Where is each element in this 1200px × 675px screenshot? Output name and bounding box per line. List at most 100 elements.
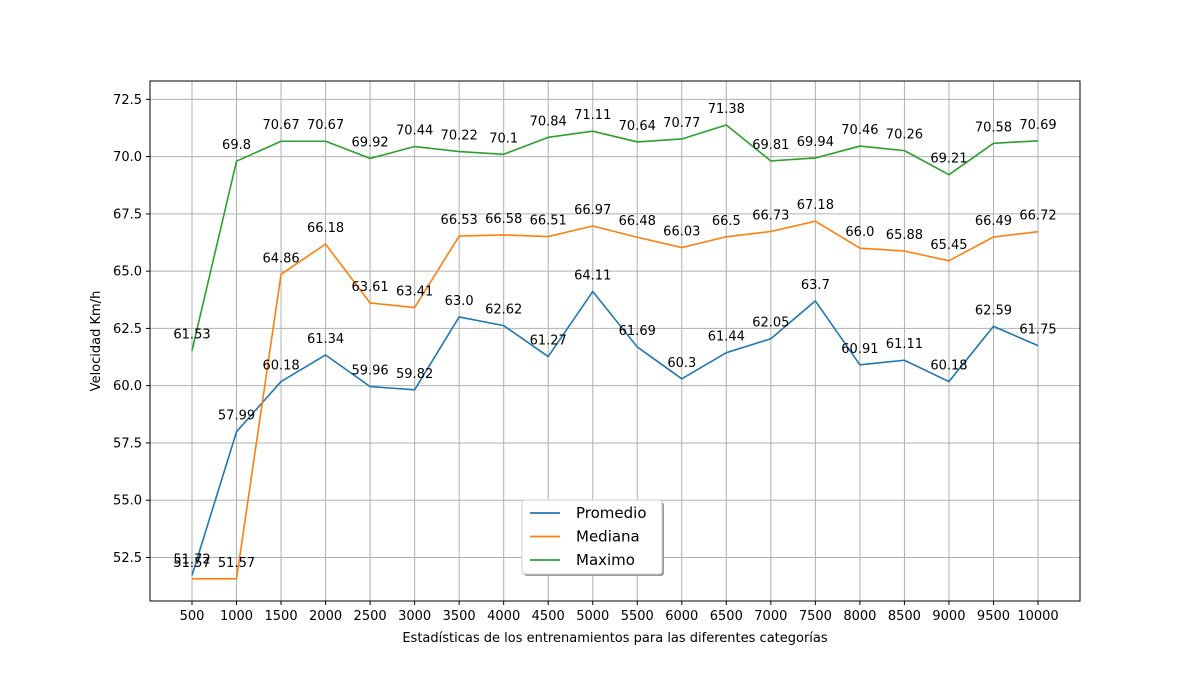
data-label-mediana: 66.5 [712, 214, 741, 229]
data-label-promedio: 51.72 [173, 552, 210, 567]
x-tick-label: 1000 [220, 609, 253, 624]
data-label-promedio: 63.7 [801, 278, 830, 293]
x-tick-label: 500 [180, 609, 205, 624]
data-label-maximo: 70.44 [396, 124, 433, 139]
data-label-promedio: 57.99 [218, 409, 255, 424]
data-label-promedio: 64.11 [574, 269, 611, 284]
y-tick-label: 70.0 [113, 150, 142, 165]
data-label-maximo: 70.46 [841, 123, 878, 138]
x-tick-label: 9500 [977, 609, 1010, 624]
legend: Promedio Mediana Maximo [521, 499, 664, 576]
data-label-promedio: 60.3 [667, 356, 696, 371]
x-axis-ticks: 500 1000 1500 2000 2500 3000 3500 4000 4500 5000 5… [180, 601, 1059, 624]
data-label-mediana: 63.61 [351, 280, 388, 295]
x-tick-label: 6500 [710, 609, 743, 624]
data-label-promedio: 59.96 [351, 364, 388, 379]
y-tick-label: 65.0 [113, 265, 142, 280]
data-label-promedio: 60.18 [262, 359, 299, 374]
data-label-maximo: 70.64 [619, 119, 656, 134]
legend-box [521, 499, 663, 575]
data-label-maximo: 70.67 [307, 118, 344, 133]
data-label-promedio: 61.34 [307, 332, 344, 347]
data-label-maximo: 70.67 [262, 118, 299, 133]
x-tick-label: 8000 [843, 609, 876, 624]
data-label-maximo: 70.77 [663, 116, 700, 131]
data-label-maximo: 70.22 [441, 129, 478, 144]
x-tick-label: 2500 [354, 609, 387, 624]
x-tick-label: 3000 [398, 609, 431, 624]
x-tick-label: 7000 [754, 609, 787, 624]
data-label-mediana: 66.49 [975, 214, 1012, 229]
data-label-promedio: 61.11 [886, 337, 923, 352]
series-line-mediana [192, 220, 1039, 580]
x-tick-label: 7500 [799, 609, 832, 624]
data-labels: 51.72 57.99 60.18 61.34 59.96 59.82 63.0 62.62 6… [173, 102, 1056, 571]
x-tick-label: 8500 [888, 609, 921, 624]
series-line-maximo [191, 124, 1039, 351]
data-label-maximo: 71.11 [574, 108, 611, 123]
data-label-maximo: 69.21 [930, 152, 967, 167]
data-label-mediana: 65.88 [886, 228, 923, 243]
data-label-maximo: 70.1 [489, 131, 518, 146]
data-label-promedio: 59.82 [396, 367, 433, 382]
x-tick-label: 2000 [309, 609, 342, 624]
data-label-maximo: 69.81 [752, 138, 789, 153]
y-axis-label: Velocidad Km/h [89, 291, 104, 392]
x-tick-label: 6000 [665, 609, 698, 624]
data-label-mediana: 65.45 [930, 238, 967, 253]
data-label-mediana: 66.53 [441, 213, 478, 228]
x-tick-label: 4000 [487, 609, 520, 624]
y-tick-label: 57.5 [113, 436, 142, 451]
x-tick-label: 9000 [932, 609, 965, 624]
data-label-promedio: 61.27 [530, 334, 567, 349]
data-label-maximo: 61.53 [173, 328, 210, 343]
data-label-mediana: 51.57 [173, 556, 210, 571]
x-axis-label: Estadísticas de los entrenamientos para … [402, 631, 828, 646]
data-label-maximo: 70.69 [1019, 118, 1056, 133]
data-label-promedio: 62.62 [485, 303, 522, 318]
data-label-promedio: 60.91 [841, 342, 878, 357]
data-label-promedio: 62.59 [975, 303, 1012, 318]
legend-entry-maximo: Maximo [576, 551, 635, 569]
plot-frame [149, 80, 1081, 602]
data-label-mediana: 66.72 [1019, 209, 1056, 224]
data-label-mediana: 63.41 [396, 285, 433, 300]
grid [150, 81, 1080, 601]
legend-entry-promedio: Promedio [576, 504, 647, 522]
y-tick-label: 60.0 [113, 379, 142, 394]
data-label-mediana: 66.58 [485, 212, 522, 227]
x-tick-label: 5000 [576, 609, 609, 624]
data-label-mediana: 51.57 [218, 556, 255, 571]
y-axis-ticks: 52.5 55.0 57.5 60.0 62.5 65.0 67.5 70.0 72.5 [113, 93, 150, 566]
x-tick-label: 5500 [621, 609, 654, 624]
legend-entry-mediana: Mediana [576, 528, 640, 546]
x-tick-label: 3500 [443, 609, 476, 624]
data-label-promedio: 61.44 [708, 330, 745, 345]
data-label-promedio: 61.75 [1019, 323, 1056, 338]
data-label-mediana: 66.18 [307, 221, 344, 236]
data-label-maximo: 70.58 [975, 120, 1012, 135]
y-tick-label: 55.0 [113, 494, 142, 509]
series-line-promedio [191, 290, 1039, 576]
data-label-maximo: 70.84 [530, 114, 567, 129]
y-tick-label: 72.5 [113, 93, 142, 108]
data-label-mediana: 66.73 [752, 209, 789, 224]
data-label-promedio: 60.18 [930, 359, 967, 374]
data-label-mediana: 64.86 [262, 251, 299, 266]
data-label-mediana: 66.03 [663, 225, 700, 240]
data-label-maximo: 69.94 [797, 135, 834, 150]
data-label-mediana: 66.0 [845, 225, 874, 240]
data-label-maximo: 69.8 [222, 138, 251, 153]
data-label-maximo: 71.38 [708, 102, 745, 117]
x-tick-label: 4500 [532, 609, 565, 624]
data-label-maximo: 70.26 [886, 128, 923, 143]
data-label-promedio: 62.05 [752, 316, 789, 331]
data-label-mediana: 66.97 [574, 203, 611, 218]
data-label-promedio: 61.69 [619, 324, 656, 339]
y-tick-label: 62.5 [113, 322, 142, 337]
data-label-promedio: 63.0 [445, 294, 474, 309]
data-label-mediana: 67.18 [797, 198, 834, 213]
data-label-maximo: 69.92 [351, 135, 388, 150]
x-tick-label: 10000 [1017, 609, 1058, 624]
